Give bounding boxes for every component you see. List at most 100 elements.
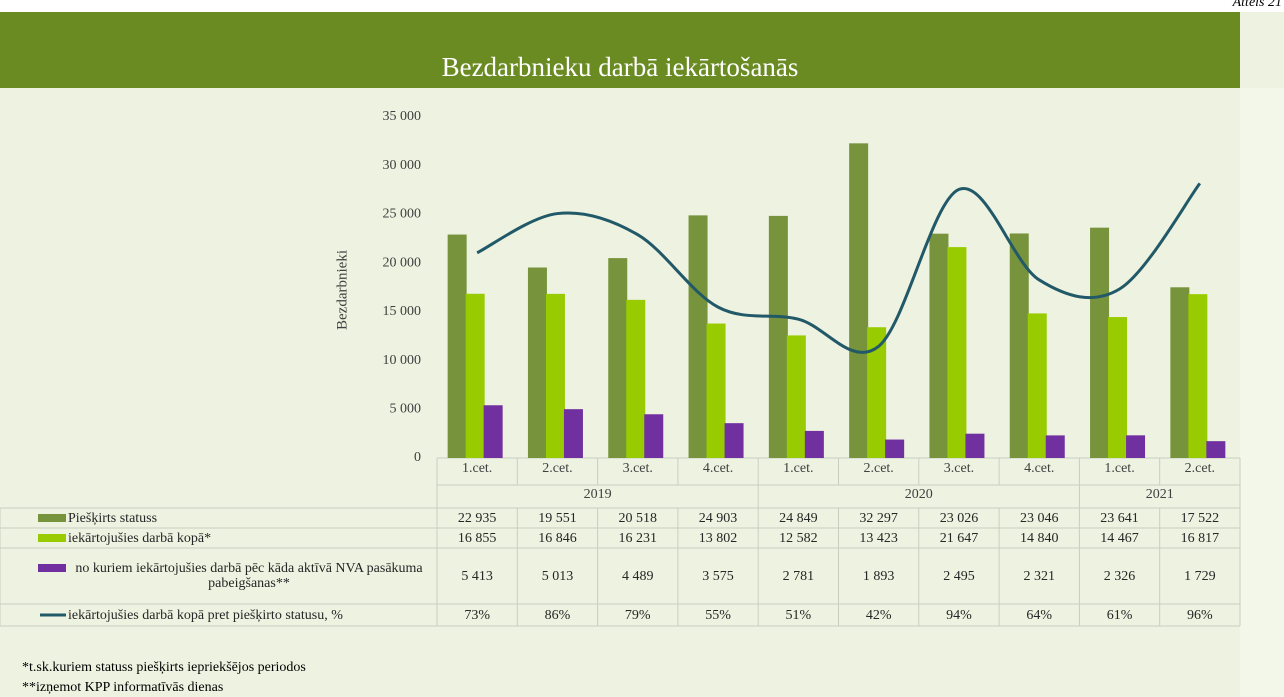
data-label: 3 575 bbox=[702, 569, 734, 584]
bar bbox=[527, 267, 547, 458]
data-label: 14 467 bbox=[1100, 531, 1139, 546]
x-tick-label: 1.cet. bbox=[783, 461, 813, 476]
bar bbox=[885, 439, 905, 458]
data-label: 5 413 bbox=[461, 569, 493, 584]
y-axis-title: Bezdarbnieki bbox=[334, 250, 350, 330]
x-tick-label: 1.cet. bbox=[1104, 461, 1134, 476]
legend-text: iekārtojušies darbā kopā* bbox=[68, 530, 212, 546]
data-label: 5 013 bbox=[542, 569, 574, 584]
data-label: 19 551 bbox=[538, 511, 577, 526]
data-label: 21 647 bbox=[940, 531, 979, 546]
x-group-label: 2019 bbox=[584, 487, 612, 502]
data-label: 64% bbox=[1026, 608, 1052, 623]
data-label: 55% bbox=[705, 608, 731, 623]
data-label: 17 522 bbox=[1181, 511, 1220, 526]
x-tick-label: 3.cet. bbox=[623, 461, 653, 476]
data-label: 2 321 bbox=[1024, 569, 1056, 584]
y-tick-label: 10 000 bbox=[383, 353, 422, 368]
y-tick-label: 25 000 bbox=[383, 207, 422, 222]
footnote: **izņemot KPP informatīvās dienas bbox=[22, 680, 223, 695]
title-band bbox=[0, 12, 1240, 88]
bar bbox=[1009, 233, 1029, 458]
data-label: 2 495 bbox=[943, 569, 975, 584]
data-label: 14 840 bbox=[1020, 531, 1059, 546]
data-label: 1 729 bbox=[1184, 569, 1216, 584]
bar bbox=[929, 233, 949, 458]
x-tick-label: 2.cet. bbox=[1185, 461, 1215, 476]
x-tick-label: 3.cet. bbox=[944, 461, 974, 476]
data-label: 23 026 bbox=[940, 511, 979, 526]
bar bbox=[1188, 294, 1208, 458]
bar bbox=[465, 293, 485, 458]
data-label: 42% bbox=[866, 608, 892, 623]
bar bbox=[849, 143, 869, 458]
right-strip bbox=[1240, 88, 1284, 697]
legend-label: no kuriem iekārtojušies darbā pēc kāda a… bbox=[68, 548, 430, 604]
data-label: 96% bbox=[1187, 608, 1213, 623]
bar bbox=[483, 405, 503, 458]
x-tick-label: 2.cet. bbox=[863, 461, 893, 476]
bar bbox=[1108, 317, 1128, 458]
figure-label: Attēls 21 bbox=[1232, 0, 1282, 10]
x-tick-label: 1.cet. bbox=[462, 461, 492, 476]
y-tick-label: 20 000 bbox=[383, 255, 422, 270]
data-label: 94% bbox=[946, 608, 972, 623]
x-tick-label: 4.cet. bbox=[703, 461, 733, 476]
data-label: 86% bbox=[545, 608, 571, 623]
data-label: 22 935 bbox=[458, 511, 497, 526]
data-label: 23 641 bbox=[1100, 511, 1139, 526]
legend-text: no kuriem iekārtojušies darbā pēc kāda a… bbox=[75, 561, 423, 591]
y-tick-label: 0 bbox=[414, 450, 421, 465]
line bbox=[476, 182, 1202, 354]
chart-title: Bezdarbnieku darbā iekārtošanās bbox=[442, 52, 799, 82]
bar bbox=[1206, 441, 1226, 458]
bar bbox=[644, 414, 664, 458]
bar bbox=[965, 433, 985, 458]
top-strip bbox=[0, 0, 1284, 12]
legend-label: iekārtojušies darbā kopā* bbox=[68, 528, 211, 548]
x-tick-label: 4.cet. bbox=[1024, 461, 1054, 476]
data-label: 1 893 bbox=[863, 569, 895, 584]
bar bbox=[545, 293, 565, 458]
legend-label: Piešķirts statuss bbox=[68, 508, 157, 528]
bar bbox=[1045, 435, 1065, 458]
legend-key bbox=[38, 564, 66, 572]
data-label: 73% bbox=[464, 608, 490, 623]
bar bbox=[447, 234, 467, 458]
data-label: 12 582 bbox=[779, 531, 818, 546]
bar bbox=[1090, 227, 1110, 458]
y-tick-label: 5 000 bbox=[390, 402, 422, 417]
bar bbox=[867, 327, 887, 458]
data-label: 61% bbox=[1107, 608, 1133, 623]
data-label: 13 423 bbox=[859, 531, 898, 546]
data-label: 20 518 bbox=[619, 511, 658, 526]
bar bbox=[786, 335, 806, 458]
x-tick-label: 2.cet. bbox=[542, 461, 572, 476]
data-label: 16 231 bbox=[619, 531, 658, 546]
data-label: 24 903 bbox=[699, 511, 738, 526]
data-label: 16 817 bbox=[1181, 531, 1220, 546]
y-tick-label: 30 000 bbox=[383, 158, 422, 173]
bar bbox=[804, 430, 824, 458]
data-label: 4 489 bbox=[622, 569, 654, 584]
bar bbox=[688, 215, 708, 458]
data-label: 16 846 bbox=[538, 531, 577, 546]
data-label: 24 849 bbox=[779, 511, 818, 526]
x-group-label: 2020 bbox=[905, 487, 933, 502]
bar bbox=[947, 247, 967, 458]
bar bbox=[1126, 435, 1146, 458]
legend-text: Piešķirts statuss bbox=[68, 510, 158, 526]
bar bbox=[1027, 313, 1047, 458]
bar bbox=[563, 409, 583, 458]
y-tick-label: 15 000 bbox=[383, 304, 422, 319]
data-label: 2 326 bbox=[1104, 569, 1136, 584]
legend-key bbox=[38, 514, 66, 522]
data-label: 16 855 bbox=[458, 531, 497, 546]
legend-text: iekārtojušies darbā kopā pret piešķirto … bbox=[68, 607, 343, 623]
bar bbox=[608, 258, 628, 458]
bar bbox=[768, 215, 788, 458]
bar bbox=[706, 323, 726, 458]
bar bbox=[1170, 287, 1190, 458]
